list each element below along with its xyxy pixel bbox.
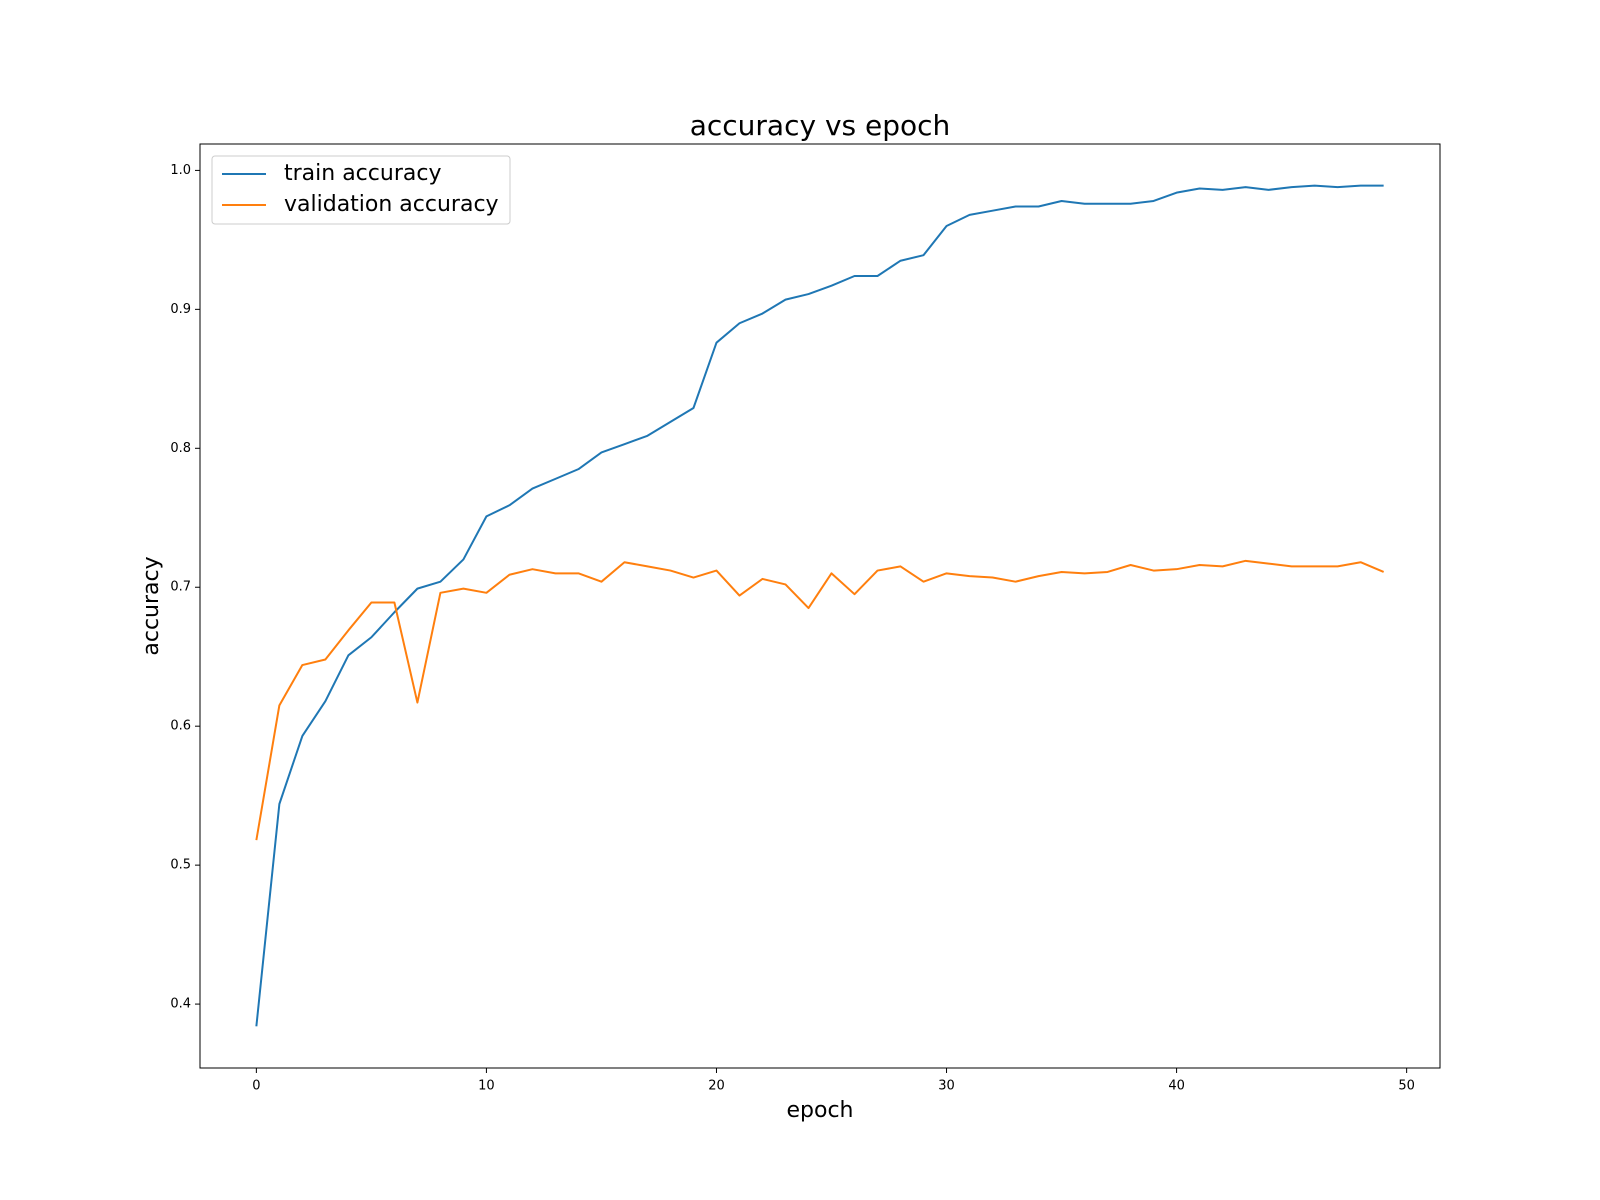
chart-title: accuracy vs epoch <box>690 109 951 142</box>
legend-label: train accuracy <box>284 161 441 186</box>
x-tick-label: 20 <box>708 1079 725 1094</box>
y-tick-label: 0.9 <box>170 302 191 317</box>
y-tick-label: 0.6 <box>170 719 191 734</box>
x-tick-label: 50 <box>1398 1079 1415 1094</box>
y-tick-label: 1.0 <box>170 163 191 178</box>
y-axis-label: accuracy <box>139 556 164 655</box>
legend-box <box>211 155 511 225</box>
x-tick-label: 10 <box>478 1079 495 1094</box>
series-line <box>255 559 1385 841</box>
legend-label: validation accuracy <box>284 192 499 217</box>
y-tick-label: 0.7 <box>170 580 191 595</box>
x-tick-label: 40 <box>1168 1079 1185 1094</box>
x-tick-label: 30 <box>938 1079 955 1094</box>
y-tick-label: 0.5 <box>170 858 191 873</box>
y-tick-label: 0.4 <box>170 997 191 1012</box>
plot-frame <box>199 143 1441 1069</box>
x-axis-label: epoch <box>787 1098 854 1123</box>
series-line <box>255 184 1384 1027</box>
y-tick-label: 0.8 <box>170 441 191 456</box>
x-tick-label: 0 <box>252 1079 260 1094</box>
